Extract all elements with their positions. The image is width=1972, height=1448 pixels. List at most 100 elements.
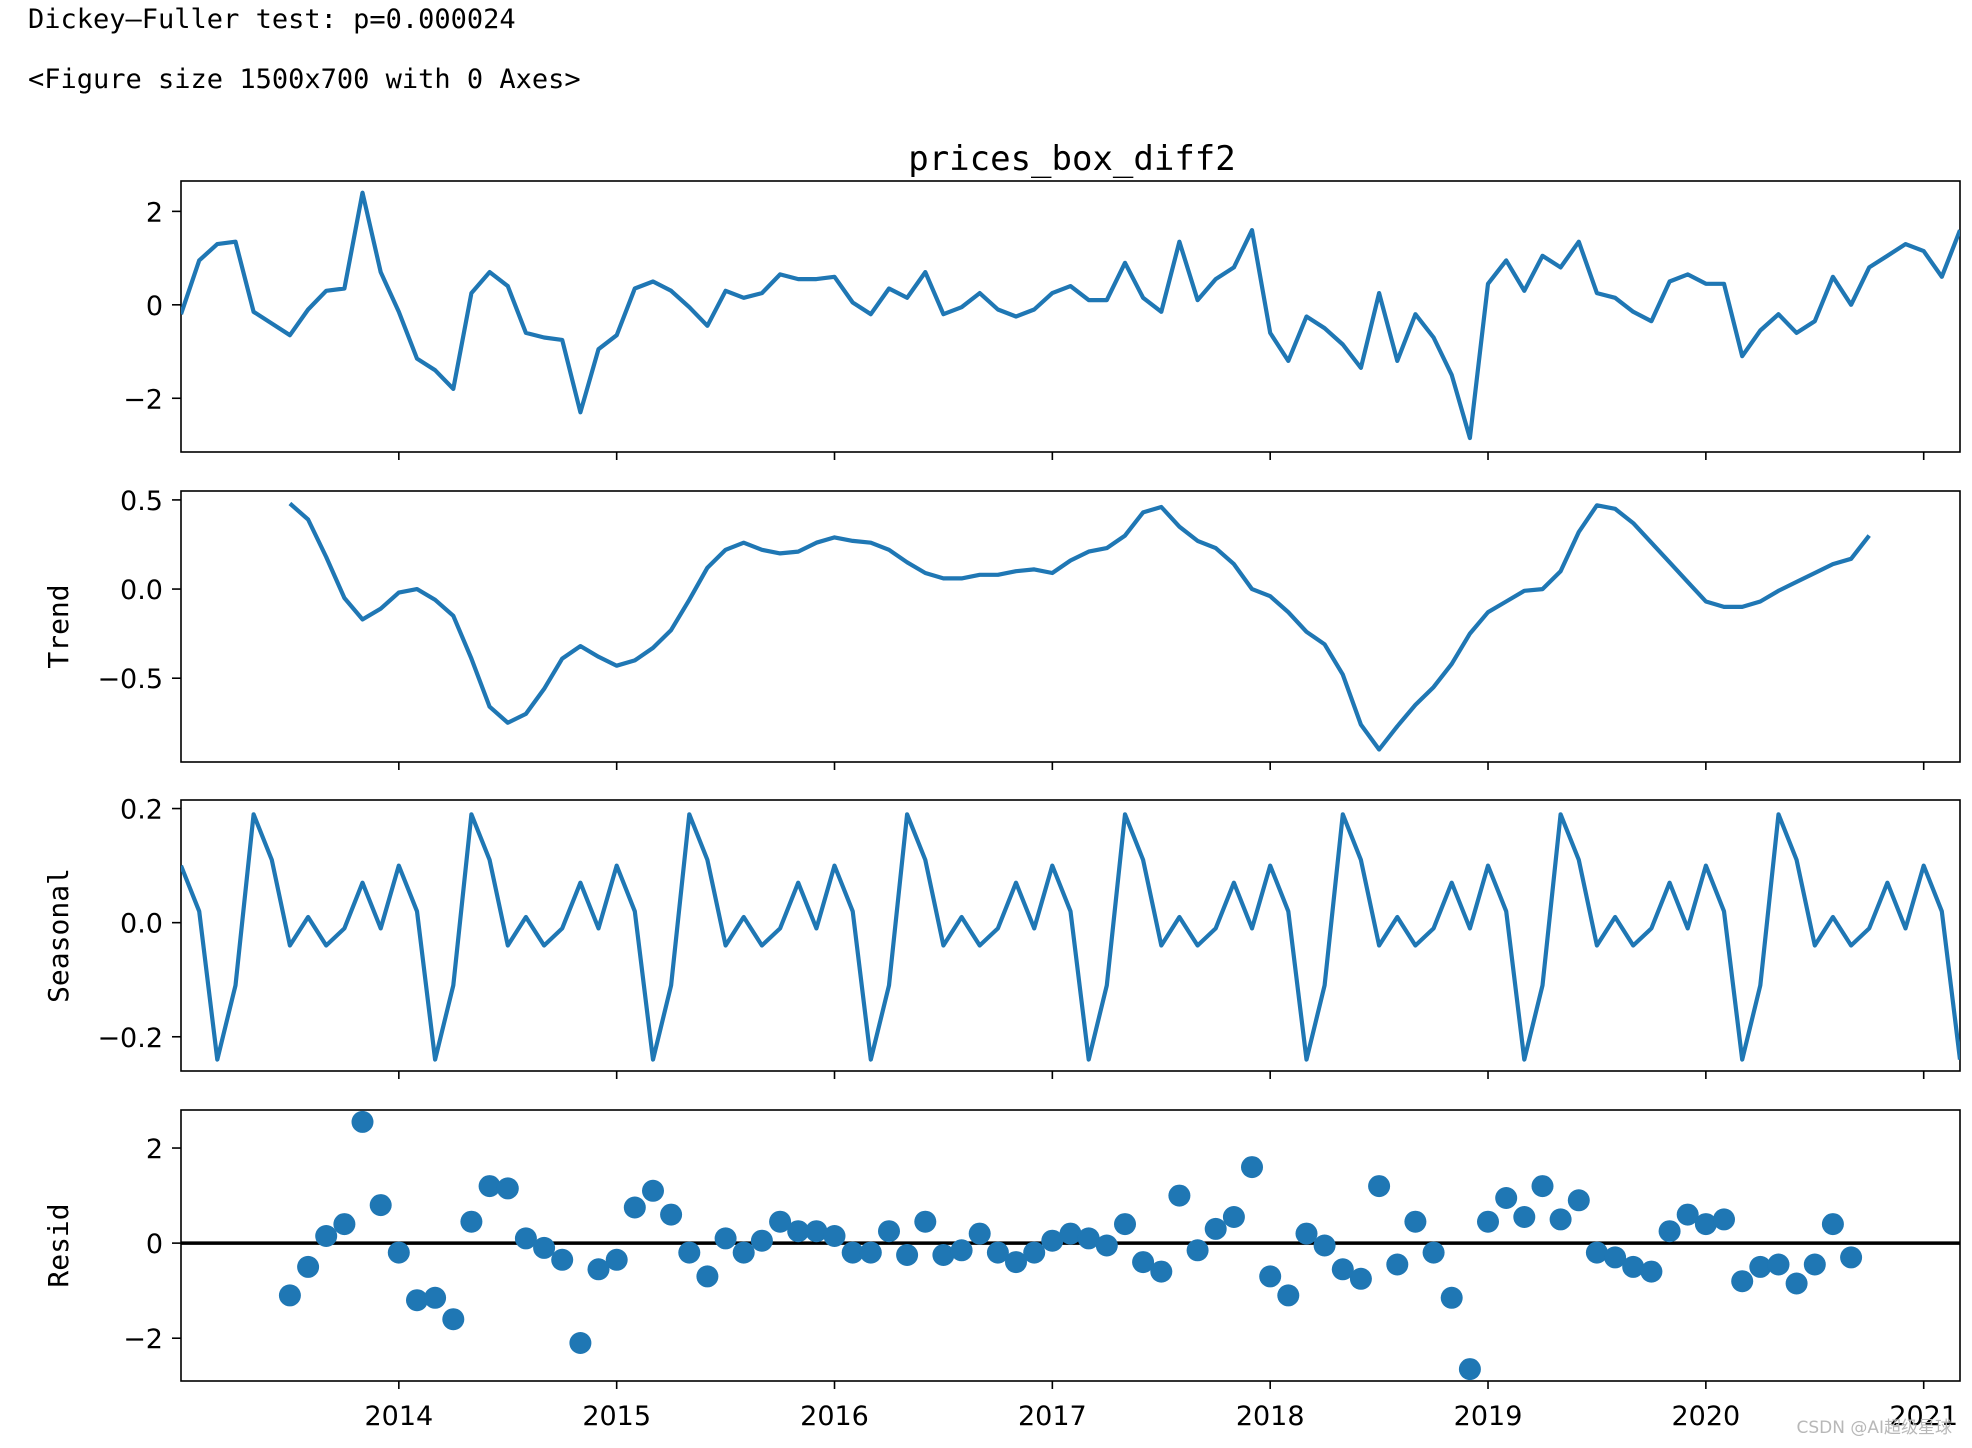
resid-point <box>496 1177 519 1200</box>
resid-point <box>1440 1286 1463 1309</box>
y-tick-label: 0.0 <box>120 575 163 606</box>
resid-point <box>1785 1272 1808 1295</box>
resid-point <box>1713 1208 1735 1231</box>
series-line <box>181 190 1960 441</box>
resid-point <box>1549 1208 1572 1231</box>
y-tick-label: −0.5 <box>97 664 163 695</box>
y-tick-label: −2 <box>123 384 163 415</box>
resid-point <box>1095 1234 1118 1257</box>
y-axis-label: Seasonal <box>42 868 75 1003</box>
panels: 2 0 −2 0.5 0.0 −0.5 Trend 0.2 0.0 −0.2 Seasonal 2 0 −… <box>42 180 1961 1432</box>
resid-point <box>406 1289 428 1312</box>
resid-point <box>1241 1156 1263 1179</box>
y-axis-label: Trend <box>42 584 75 668</box>
resid-point <box>1313 1234 1336 1257</box>
resid-point <box>714 1227 737 1250</box>
resid-point <box>278 1284 301 1307</box>
resid-point <box>805 1220 828 1243</box>
chart-title: prices_box_diff2 <box>908 139 1236 179</box>
resid-point <box>1622 1255 1645 1278</box>
resid-point <box>986 1241 1009 1264</box>
resid-point <box>1331 1258 1354 1281</box>
resid-point <box>1222 1206 1245 1228</box>
y-tick-label: 0 <box>146 1229 163 1260</box>
panel-2: 0.5 0.0 −0.5 Trend <box>42 486 1961 770</box>
y-tick-label: 0.0 <box>120 909 163 940</box>
resid-point <box>1477 1210 1499 1233</box>
resid-point <box>787 1220 810 1243</box>
resid-point <box>424 1286 447 1309</box>
x-tick-label: 2019 <box>1454 1401 1523 1432</box>
resid-point <box>678 1241 701 1264</box>
resid-point <box>1386 1253 1409 1276</box>
x-tick-label: 2016 <box>800 1401 869 1432</box>
x-tick-label: 2015 <box>582 1401 651 1432</box>
resid-point <box>932 1244 955 1266</box>
resid-point <box>460 1210 483 1233</box>
resid-point <box>551 1248 574 1271</box>
panel-3: 0.2 0.0 −0.2 Seasonal <box>42 795 1961 1079</box>
resid-point <box>1186 1239 1209 1262</box>
panel-data <box>181 812 1960 1062</box>
resid-point <box>315 1225 338 1247</box>
resid-point <box>696 1265 719 1288</box>
resid-point <box>1604 1246 1627 1269</box>
x-tick-label: 2020 <box>1671 1401 1740 1432</box>
resid-point <box>442 1308 465 1331</box>
resid-point <box>587 1258 610 1281</box>
adf-test-output: Dickey—Fuller test: p=0.000024 <box>28 4 516 35</box>
resid-point <box>623 1196 646 1219</box>
resid-point <box>1513 1206 1536 1228</box>
panel-data <box>288 501 1871 752</box>
resid-point <box>1458 1358 1481 1381</box>
resid-point <box>1803 1253 1826 1276</box>
resid-point <box>1422 1241 1445 1264</box>
resid-point <box>1495 1187 1518 1209</box>
panel-frame <box>180 799 1961 1072</box>
resid-point <box>514 1227 537 1250</box>
resid-point <box>1531 1175 1554 1198</box>
resid-point <box>1168 1184 1191 1207</box>
x-tick-label: 2014 <box>364 1401 433 1432</box>
resid-point <box>1821 1213 1844 1236</box>
resid-point <box>1676 1203 1699 1226</box>
resid-point <box>533 1236 556 1259</box>
x-tick-label: 2021 <box>1889 1401 1958 1432</box>
resid-point <box>642 1179 664 1202</box>
panel-data <box>181 1110 1960 1381</box>
resid-point <box>859 1241 882 1264</box>
resid-point <box>1694 1213 1717 1236</box>
resid-point <box>1259 1265 1282 1288</box>
resid-point <box>1368 1175 1391 1198</box>
resid-point <box>1132 1251 1155 1274</box>
resid-point <box>1041 1229 1064 1252</box>
y-tick-label: 0 <box>146 291 163 322</box>
resid-point <box>1150 1260 1173 1283</box>
resid-point <box>351 1110 374 1133</box>
resid-point <box>1005 1251 1027 1274</box>
panel-frame <box>180 180 1961 453</box>
resid-point <box>1567 1189 1590 1212</box>
panel-4: 2 0 −2 2014 2015 2016 2017 2018 2019 2020 2021 Resi… <box>42 1109 1961 1432</box>
panel-data <box>181 190 1960 441</box>
resid-point <box>823 1225 846 1247</box>
resid-point <box>387 1241 410 1264</box>
y-tick-label: 2 <box>146 1134 163 1165</box>
x-tick-label: 2017 <box>1018 1401 1087 1432</box>
resid-point <box>1731 1270 1754 1293</box>
resid-point <box>950 1239 973 1262</box>
figure-size-output: <Figure size 1500x700 with 0 Axes> <box>28 64 581 95</box>
panel-frame <box>180 490 1961 763</box>
resid-point <box>1840 1246 1863 1269</box>
resid-point <box>297 1255 320 1278</box>
resid-point <box>750 1229 773 1252</box>
y-tick-label: −0.2 <box>97 1023 163 1054</box>
resid-point <box>1349 1267 1372 1290</box>
resid-point <box>1749 1255 1772 1278</box>
series-line <box>288 501 1871 752</box>
resid-point <box>968 1222 991 1245</box>
y-tick-label: −2 <box>123 1324 163 1355</box>
resid-point <box>914 1210 937 1233</box>
resid-point <box>1295 1222 1318 1245</box>
